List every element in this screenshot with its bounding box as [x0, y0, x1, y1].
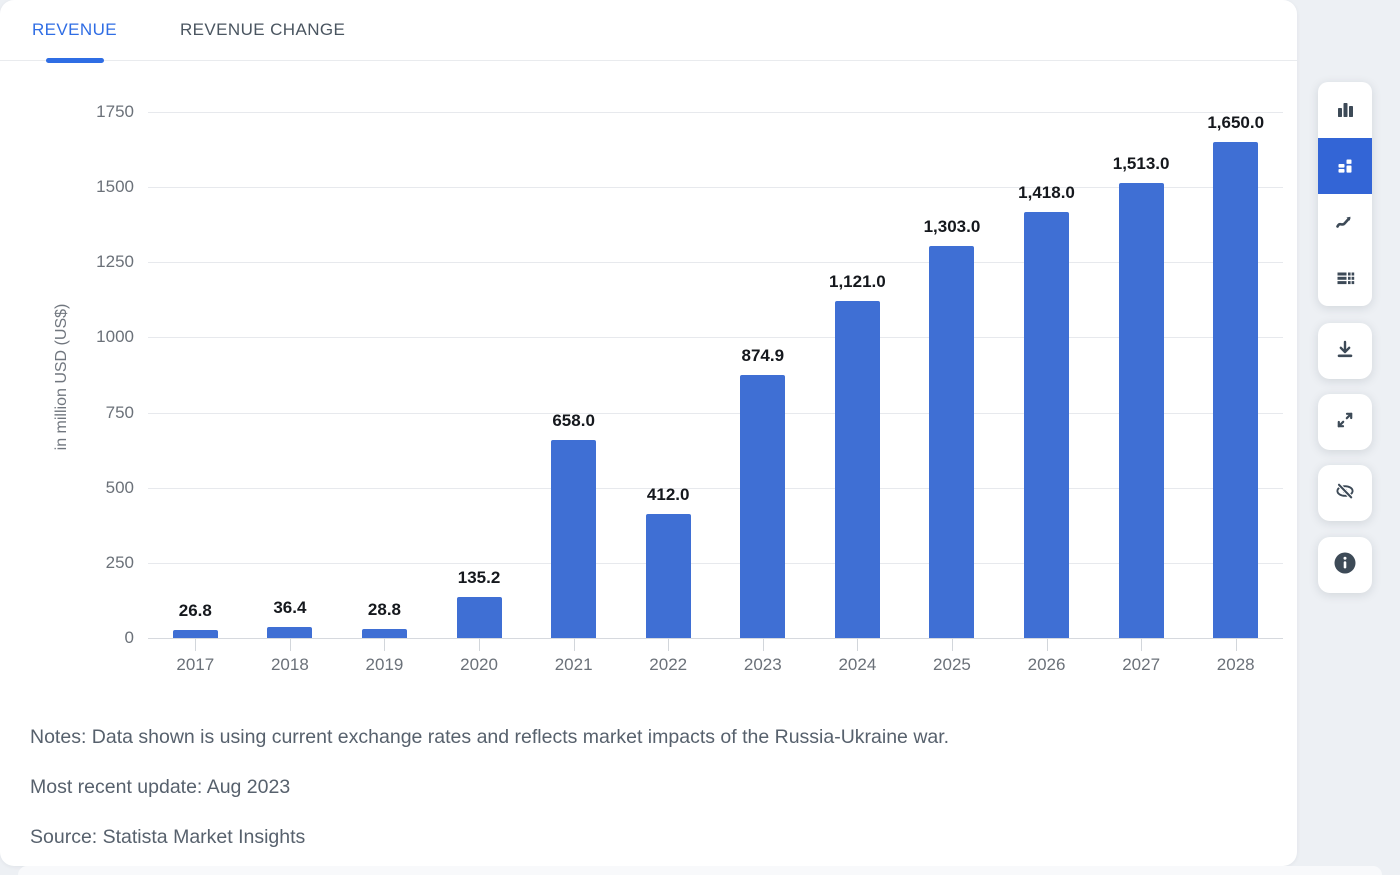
x-label-2017: 2017 — [176, 655, 215, 674]
gridline-500 — [148, 487, 1283, 489]
bar-2020[interactable] — [456, 597, 502, 638]
x-label-2026: 2026 — [1027, 655, 1066, 674]
bar-value-label-2024: 1,121.0 — [829, 272, 886, 291]
x-label-2025: 2025 — [933, 655, 971, 674]
tab-revenue-label: REVENUE — [32, 20, 117, 39]
y-tick-label-1000: 1000 — [96, 327, 134, 347]
update-line: Most recent update: Aug 2023 — [30, 776, 291, 798]
bar-value-label-2019: 28.8 — [367, 600, 401, 619]
bar-2024[interactable] — [834, 301, 880, 638]
y-tick-label-1500: 1500 — [96, 177, 134, 197]
bar-2025[interactable] — [929, 246, 975, 638]
bar-2023[interactable] — [740, 375, 786, 638]
bar-2018[interactable] — [267, 627, 313, 638]
x-label-2020: 2020 — [460, 655, 498, 674]
bar-value-label-2028: 1,650.0 — [1207, 113, 1265, 132]
x-tick-2018 — [289, 638, 291, 651]
x-label-2028: 2028 — [1216, 655, 1255, 674]
bar-2021[interactable] — [551, 440, 597, 638]
x-tick-2020 — [479, 638, 481, 651]
bar-2017[interactable] — [172, 630, 218, 638]
bar-value-label-2026: 1,418.0 — [1018, 183, 1075, 202]
bar-value-label-2021: 658.0 — [552, 411, 595, 430]
fullscreen-button[interactable] — [1318, 394, 1372, 450]
bar-value-label-2017: 26.8 — [178, 601, 212, 620]
hide-labels-icon — [1335, 481, 1355, 506]
bar-2028[interactable] — [1213, 142, 1259, 638]
y-tick-label-500: 500 — [105, 477, 134, 497]
x-tick-2021 — [573, 638, 575, 651]
info-button[interactable] — [1318, 537, 1372, 593]
info-icon — [1333, 551, 1357, 580]
tab-revenue-change[interactable]: REVENUE CHANGE — [180, 0, 345, 60]
download-icon — [1335, 339, 1355, 364]
table-chart-type-button[interactable] — [1318, 250, 1372, 306]
gridline-1250 — [148, 262, 1283, 264]
gridline-750 — [148, 412, 1283, 414]
active-tab-underline — [45, 58, 104, 63]
bar-2019[interactable] — [361, 629, 407, 638]
line-chart-type-button[interactable] — [1318, 194, 1372, 250]
source-line: Source: Statista Market Insights — [30, 826, 306, 848]
pictogram-chart-type-button[interactable] — [1318, 138, 1372, 194]
chart-footnotes: Notes: Data shown is using current excha… — [30, 712, 949, 862]
bar-chart-plot-area: 26.8 2017 36.4 2018 28.8 2019 135.2 2020 658.0 20… — [148, 112, 1283, 674]
x-tick-2019 — [384, 638, 386, 651]
gridline-1000 — [148, 337, 1283, 339]
y-tick-label-750: 750 — [105, 402, 134, 422]
x-label-2023: 2023 — [743, 655, 782, 674]
y-tick-label-250: 250 — [105, 552, 134, 572]
x-tick-2028 — [1235, 638, 1237, 651]
x-tick-2025 — [951, 638, 953, 651]
x-label-2022: 2022 — [649, 655, 688, 674]
x-tick-2026 — [1046, 638, 1048, 651]
x-tick-2017 — [195, 638, 197, 651]
table-icon — [1335, 268, 1355, 288]
y-tick-label-0: 0 — [124, 628, 134, 647]
fullscreen-icon — [1335, 410, 1355, 435]
y-tick-label-1250: 1250 — [96, 252, 134, 272]
bar-value-label-2025: 1,303.0 — [923, 217, 981, 236]
x-tick-2027 — [1141, 638, 1143, 651]
bar-chart-icon — [1335, 100, 1355, 120]
bar-value-label-2027: 1,513.0 — [1112, 154, 1170, 173]
x-label-2019: 2019 — [365, 655, 404, 674]
gridline-0 — [148, 638, 1283, 639]
x-tick-2022 — [668, 638, 670, 651]
gridline-1500 — [148, 187, 1283, 189]
next-section-edge — [18, 866, 1382, 875]
x-label-2027: 2027 — [1122, 655, 1161, 674]
chart-type-panel — [1318, 82, 1372, 306]
x-label-2021: 2021 — [554, 655, 593, 674]
bar-value-label-2020: 135.2 — [457, 568, 501, 587]
notes-line: Notes: Data shown is using current excha… — [30, 726, 950, 748]
bar-value-label-2018: 36.4 — [273, 598, 307, 617]
pictogram-icon — [1335, 156, 1355, 176]
chart-card: REVENUE REVENUE CHANGE in million USD (U… — [0, 0, 1297, 866]
gridline-1750 — [148, 112, 1283, 113]
line-chart-icon — [1335, 212, 1355, 232]
bar-2026[interactable] — [1024, 212, 1070, 638]
tab-revenue-change-label: REVENUE CHANGE — [180, 20, 346, 39]
x-label-2018: 2018 — [270, 655, 309, 674]
bar-value-label-2023: 874.9 — [741, 346, 785, 365]
bar-chart-type-button[interactable] — [1318, 82, 1372, 138]
x-tick-2024 — [857, 638, 859, 651]
gridline-250 — [148, 562, 1283, 564]
hide-labels-button[interactable] — [1318, 465, 1372, 521]
bar-2022[interactable] — [645, 514, 691, 638]
bar-2027[interactable] — [1118, 183, 1164, 638]
tab-bar: REVENUE REVENUE CHANGE — [0, 0, 1297, 63]
download-button[interactable] — [1318, 323, 1372, 379]
y-tick-label-1750: 1750 — [96, 102, 134, 121]
x-tick-2023 — [762, 638, 764, 651]
y-axis-tick-labels: 0 250 500 750 1000 1250 1500 1750 — [0, 102, 134, 647]
x-label-2024: 2024 — [838, 655, 877, 674]
bar-value-label-2022: 412.0 — [646, 485, 690, 504]
tab-revenue[interactable]: REVENUE — [32, 0, 117, 63]
